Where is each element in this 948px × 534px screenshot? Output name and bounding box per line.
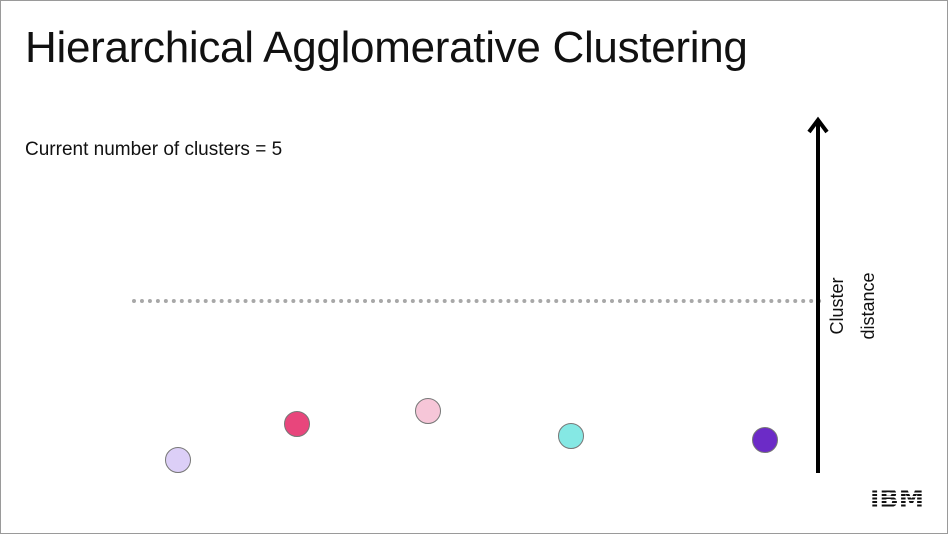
point-5	[752, 427, 778, 453]
axis-label-line1: Cluster	[827, 277, 847, 335]
point-1	[165, 447, 191, 473]
ibm-logo-text: IBM	[870, 487, 924, 509]
slide-title: Hierarchical Agglomerative Clustering	[25, 23, 748, 72]
ibm-logo: IBM	[870, 487, 924, 509]
point-4	[558, 423, 584, 449]
cluster-count-text: Current number of clusters = 5	[25, 139, 283, 160]
axis-label-line2: distance	[858, 272, 878, 340]
distance-threshold-line	[132, 299, 822, 303]
point-2	[284, 411, 310, 437]
point-3	[415, 398, 441, 424]
axis-label: Cluster distance	[822, 272, 884, 339]
cluster-distance-axis-arrow	[807, 116, 829, 473]
